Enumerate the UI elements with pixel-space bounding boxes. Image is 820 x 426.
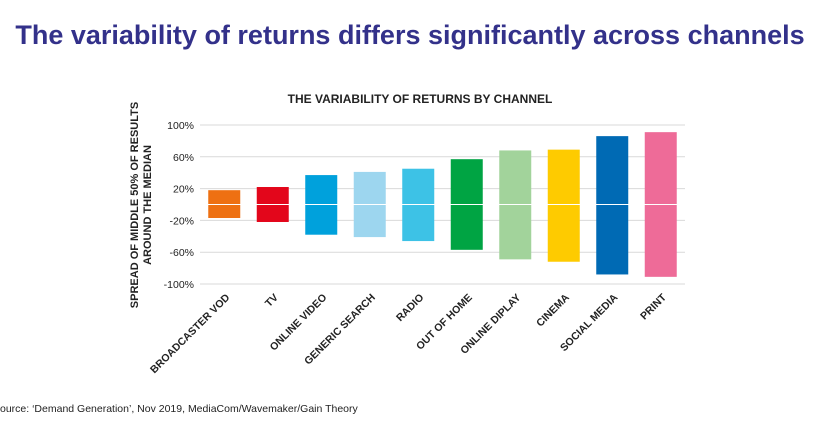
y-tick-label: 60%: [173, 152, 194, 164]
category-label: CINEMA: [534, 291, 572, 329]
y-axis-label: SPREAD OF MIDDLE 50% OF RESULTS AROUND T…: [129, 102, 154, 308]
category-label: PRINT: [638, 291, 669, 322]
bars: [200, 132, 685, 277]
category-label: BROADCASTER VOD: [148, 291, 233, 376]
y-tick-label: 100%: [167, 120, 194, 132]
y-tick-label: -100%: [164, 279, 194, 291]
y-axis-label-line-2: AROUND THE MEDIAN: [142, 145, 154, 265]
bar-social-media: [596, 136, 629, 275]
category-label: RADIO: [394, 292, 426, 324]
y-tick-label: 20%: [173, 184, 194, 196]
y-tick-labels: 100% 60% 20% -20% -60% -100%: [164, 120, 194, 291]
y-tick-label: -20%: [169, 215, 194, 227]
bar-cinema: [547, 149, 580, 262]
source-note: ource: ‘Demand Generation’, Nov 2019, Me…: [0, 403, 358, 415]
chart-title: THE VARIABILITY OF RETURNS BY CHANNEL: [288, 92, 553, 106]
category-label: TV: [263, 292, 281, 310]
slide-headline: The variability of returns differs signi…: [15, 20, 805, 50]
y-tick-label: -60%: [169, 247, 194, 259]
y-axis-label-line-1: SPREAD OF MIDDLE 50% OF RESULTS: [129, 102, 141, 308]
